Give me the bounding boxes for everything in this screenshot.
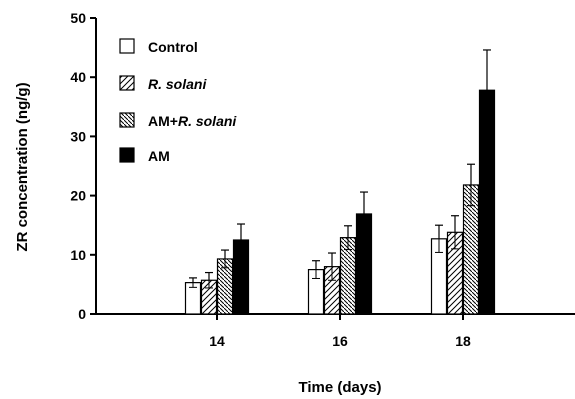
bar: [355, 213, 373, 315]
legend-swatch: [119, 112, 135, 128]
legend-swatch: [119, 147, 135, 163]
y-tick-label: 20: [70, 188, 86, 204]
y-tick-label: 50: [70, 10, 86, 26]
legend: Control R. solani AM+R. solani AM: [119, 38, 237, 164]
x-tick-label: 14: [209, 333, 225, 349]
bar: [478, 89, 496, 315]
legend-swatch: [119, 38, 135, 54]
legend-label: AM+R. solani: [148, 113, 237, 129]
axes: 0 10 20 30 40 50 14 16 18: [70, 10, 575, 349]
x-tick-label: 18: [455, 333, 471, 349]
legend-label: AM: [148, 148, 170, 164]
y-axis-label: ZR concentration (ng/g): [14, 82, 31, 251]
y-tick-label: 30: [70, 128, 86, 144]
bar: [232, 239, 250, 315]
bars: [184, 49, 496, 315]
x-tick-label: 16: [332, 333, 348, 349]
y-tick-label: 40: [70, 69, 86, 85]
legend-label: R. solani: [148, 76, 207, 92]
legend-swatch: [119, 75, 135, 91]
y-tick-label: 0: [78, 306, 86, 322]
x-axis-label: Time (days): [298, 379, 381, 396]
y-tick-label: 10: [70, 247, 86, 263]
legend-label: Control: [148, 39, 198, 55]
